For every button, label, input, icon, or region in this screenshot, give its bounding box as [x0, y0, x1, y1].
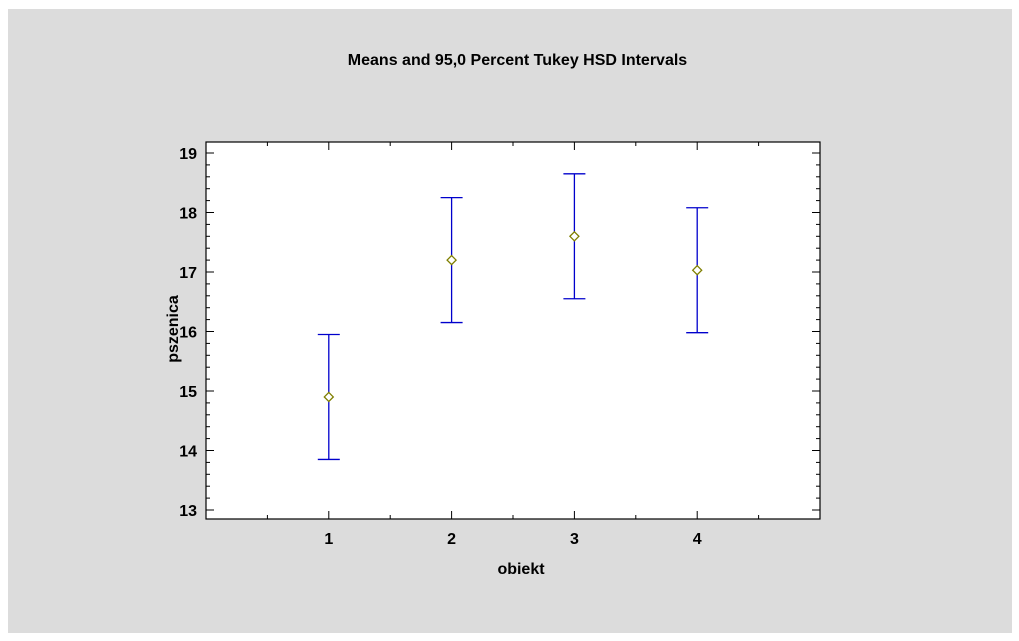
- x-axis: 1 2 3 4: [205, 142, 821, 548]
- y-tick-label: 14: [179, 444, 197, 461]
- chart-title: Means and 95,0 Percent Tukey HSD Interva…: [347, 52, 688, 69]
- x-axis-title: obiekt: [497, 561, 545, 578]
- y-tick-label: 18: [179, 206, 197, 223]
- mean-marker: [446, 254, 458, 266]
- x-tick-label: 2: [447, 531, 456, 548]
- interval-series: [317, 173, 709, 461]
- y-tick-label: 16: [179, 325, 197, 342]
- mean-marker: [323, 391, 335, 403]
- mean-marker: [568, 230, 580, 242]
- y-tick-label: 19: [179, 146, 197, 163]
- x-tick-label: 1: [324, 531, 333, 548]
- y-tick-label: 17: [179, 265, 197, 282]
- y-axis-title: pszenica: [165, 295, 182, 363]
- y-tick-label: 13: [179, 503, 197, 520]
- plot-area: [205, 141, 821, 520]
- y-tick-label: 15: [179, 384, 197, 401]
- x-tick-label: 3: [570, 531, 579, 548]
- x-tick-label: 4: [693, 531, 702, 548]
- mean-marker: [691, 264, 703, 276]
- y-axis: 13 14 15 16 17 18 19: [179, 146, 820, 520]
